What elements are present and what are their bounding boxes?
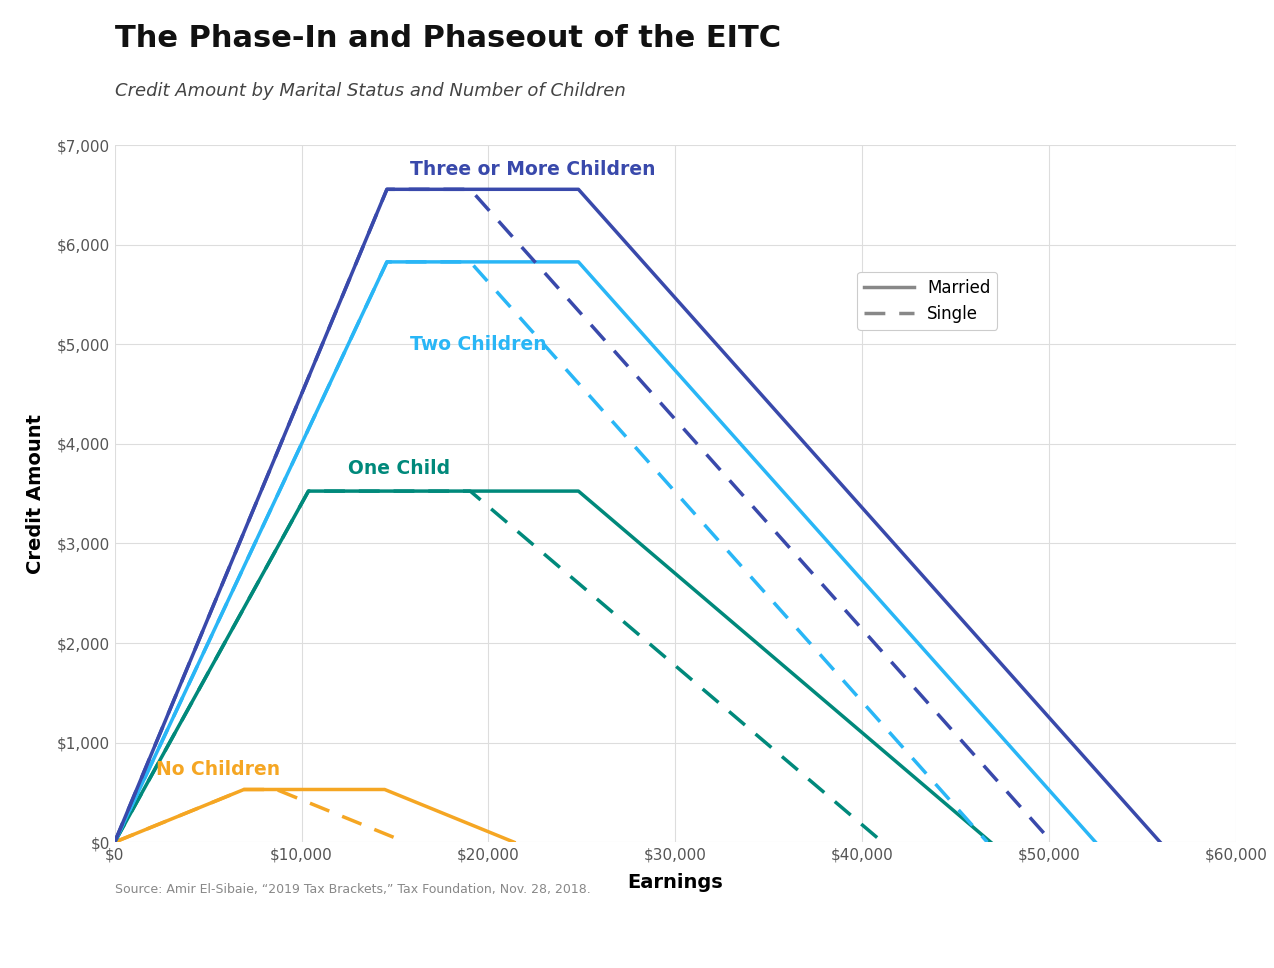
Text: The Phase-In and Phaseout of the EITC: The Phase-In and Phaseout of the EITC xyxy=(115,24,781,53)
Text: One Child: One Child xyxy=(348,459,450,478)
Text: No Children: No Children xyxy=(155,760,280,779)
Text: Two Children: Two Children xyxy=(410,335,547,354)
Text: Source: Amir El-Sibaie, “2019 Tax Brackets,” Tax Foundation, Nov. 28, 2018.: Source: Amir El-Sibaie, “2019 Tax Bracke… xyxy=(115,883,590,895)
Text: Credit Amount by Marital Status and Number of Children: Credit Amount by Marital Status and Numb… xyxy=(115,82,626,101)
Legend: Married, Single: Married, Single xyxy=(857,272,998,330)
X-axis label: Earnings: Earnings xyxy=(627,873,724,892)
Y-axis label: Credit Amount: Credit Amount xyxy=(27,413,46,574)
Text: Three or More Children: Three or More Children xyxy=(410,160,655,178)
Text: @TaxFoundation: @TaxFoundation xyxy=(1111,931,1259,950)
Text: TAX FOUNDATION: TAX FOUNDATION xyxy=(15,931,194,950)
